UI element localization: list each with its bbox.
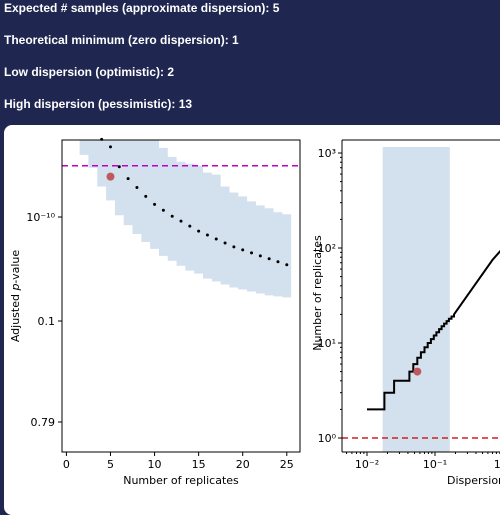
right-x-tick-label: 10⁻² bbox=[355, 458, 379, 471]
right-y-tick-label: 10² bbox=[318, 242, 336, 255]
right-dispersion-band bbox=[382, 147, 450, 452]
left-x-tick-label: 0 bbox=[63, 458, 70, 471]
left-median-point bbox=[205, 233, 209, 237]
right-x-tick-label: 10⁻¹ bbox=[423, 458, 447, 471]
left-median-point bbox=[179, 219, 183, 223]
left-y-axis-label: Adjusted p-value bbox=[9, 250, 22, 343]
right-x-tick-label: 10⁰ bbox=[494, 458, 500, 471]
left-x-tick-label: 25 bbox=[280, 458, 294, 471]
left-x-tick-label: 15 bbox=[192, 458, 206, 471]
left-median-point bbox=[135, 186, 139, 190]
left-x-tick-label: 5 bbox=[107, 458, 114, 471]
right-y-tick-label: 10¹ bbox=[318, 337, 336, 350]
left-median-point bbox=[250, 251, 254, 255]
left-y-tick-label: 10⁻¹⁰ bbox=[26, 211, 55, 224]
left-median-point bbox=[267, 257, 271, 261]
left-x-axis-label: Number of replicates bbox=[123, 474, 239, 487]
right-x-axis-label: Dispersion bbox=[447, 474, 500, 487]
low-dispersion-text: Low dispersion (optimistic): 2 bbox=[4, 65, 175, 79]
left-median-point bbox=[258, 254, 262, 258]
left-median-point bbox=[108, 145, 112, 149]
right-replicates-curve bbox=[367, 249, 500, 411]
left-median-point bbox=[285, 263, 289, 267]
left-median-point bbox=[241, 248, 245, 252]
left-median-point bbox=[223, 241, 227, 245]
left-median-point bbox=[144, 194, 148, 198]
left-median-point bbox=[117, 165, 121, 169]
left-highlight-point bbox=[106, 172, 115, 181]
left-x-tick-label: 10 bbox=[148, 458, 162, 471]
left-median-point bbox=[170, 214, 174, 218]
left-median-point bbox=[161, 208, 165, 212]
right-y-tick-label: 10⁰ bbox=[318, 432, 337, 445]
left-y-tick-label: 0.79 bbox=[31, 416, 56, 429]
left-x-tick-label: 20 bbox=[236, 458, 250, 471]
right-y-axis-label: Number of replicates bbox=[311, 235, 324, 351]
left-median-point bbox=[197, 229, 201, 233]
right-y-tick-label: 10³ bbox=[318, 147, 336, 160]
expected-samples-text: Expected # samples (approximate dispersi… bbox=[4, 1, 280, 15]
left-median-point bbox=[126, 177, 130, 181]
left-median-point bbox=[214, 237, 218, 241]
left-median-point bbox=[153, 202, 157, 206]
left-median-point bbox=[276, 260, 280, 264]
left-confidence-band bbox=[79, 139, 292, 298]
left-y-tick-label: 0.1 bbox=[38, 315, 56, 328]
charts-svg: 0 5 10 15 20 25 10⁻¹⁰ 0.1 0.79 Number of replicat… bbox=[9, 137, 500, 487]
left-median-point bbox=[232, 245, 236, 249]
left-axes-frame bbox=[61, 139, 301, 453]
right-highlight-point bbox=[413, 367, 422, 376]
high-dispersion-text: High dispersion (pessimistic): 13 bbox=[4, 97, 193, 111]
left-median-point bbox=[188, 224, 192, 228]
theoretical-minimum-text: Theoretical minimum (zero dispersion): 1 bbox=[4, 33, 239, 47]
